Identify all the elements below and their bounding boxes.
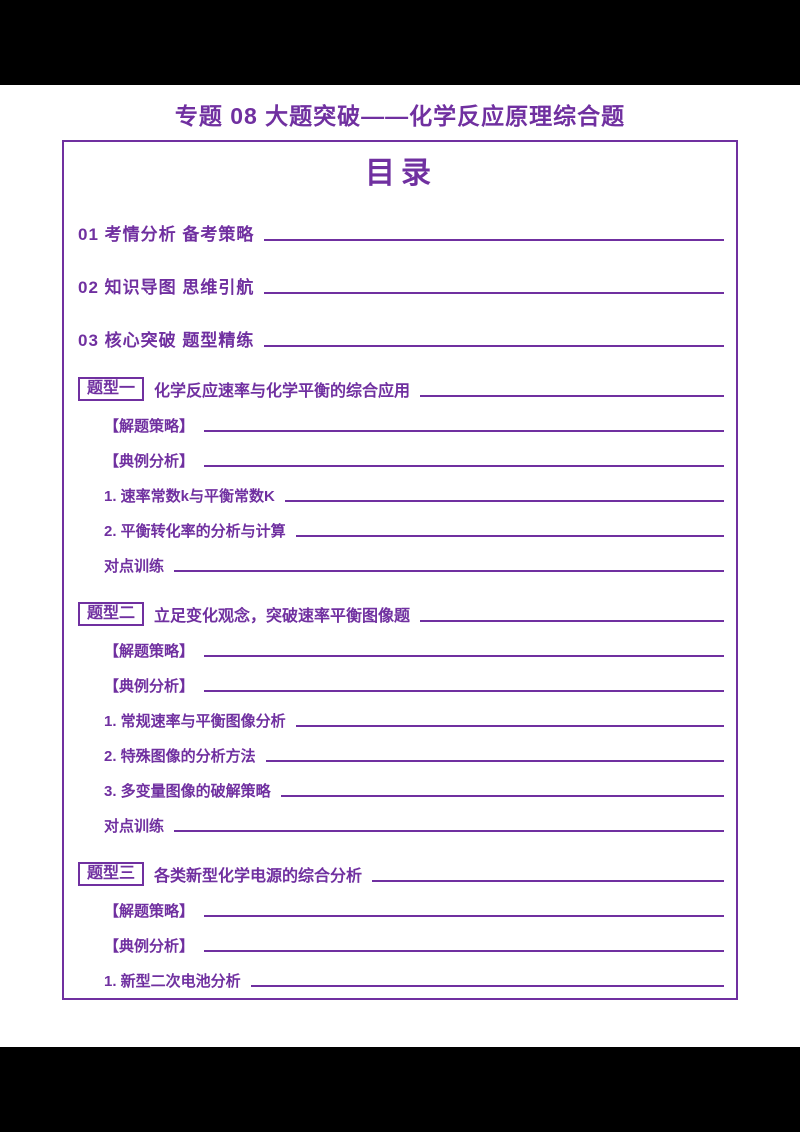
toc-entry-question-type-3[interactable]: 题型三 各类新型化学电源的综合分析 — [78, 862, 724, 886]
toc-entry-numbered[interactable]: 2. 平衡转化率的分析与计算 — [78, 520, 724, 541]
leader-line — [264, 239, 724, 241]
leader-line — [372, 880, 724, 882]
toc-entry-label: 2. 平衡转化率的分析与计算 — [104, 523, 286, 540]
toc-entry-label: 3. 多变量图像的破解策略 — [104, 783, 271, 800]
leader-line — [280, 795, 724, 797]
toc-entry-plain[interactable]: 对点训练 — [78, 555, 724, 576]
toc-entry-label: 1. 常规速率与平衡图像分析 — [104, 713, 286, 730]
toc-entry-label: 立足变化观念，突破速率平衡图像题 — [154, 608, 411, 625]
toc-entry-bracket[interactable]: 【典例分析】 — [78, 935, 724, 956]
leader-line — [295, 535, 724, 537]
page-title: 专题 08 大题突破——化学反应原理综合题 — [174, 103, 626, 129]
question-type-badge: 题型二 — [78, 602, 145, 626]
toc-entry-bracket[interactable]: 【解题策略】 — [78, 900, 724, 921]
toc-entry-label: 2. 特殊图像的分析方法 — [104, 748, 256, 765]
toc-container: 目录 01 考情分析 备考策略 02 知识导图 思维引航 03 核心突破 题型精… — [62, 140, 738, 1000]
toc-entry-label: 03 核心突破 题型精练 — [78, 331, 255, 350]
leader-line — [174, 570, 724, 572]
leader-line — [204, 465, 724, 467]
toc-entry-label: 对点训练 — [104, 558, 165, 575]
leader-line — [204, 690, 724, 692]
leader-line — [264, 292, 724, 294]
toc-entry-label: 化学反应速率与化学平衡的综合应用 — [154, 383, 411, 400]
question-type-badge: 题型三 — [78, 862, 145, 886]
leader-line — [204, 655, 724, 657]
leader-line — [204, 430, 724, 432]
leader-line — [295, 725, 724, 727]
document-page: 专题 08 大题突破——化学反应原理综合题 目录 01 考情分析 备考策略 02… — [0, 85, 800, 1047]
toc-entry-label: 对点训练 — [104, 818, 165, 835]
toc-entry-label: 1. 速率常数k与平衡常数K — [104, 488, 275, 505]
toc-entry-label: 【解题策略】 — [104, 643, 195, 660]
toc-entry-label: 【典例分析】 — [104, 678, 195, 695]
toc-entry-label: 【解题策略】 — [104, 903, 195, 920]
toc-entry-bracket[interactable]: 【典例分析】 — [78, 450, 724, 471]
toc-entry-bracket[interactable]: 【解题策略】 — [78, 415, 724, 436]
toc-entry-label: 【典例分析】 — [104, 453, 195, 470]
leader-line — [204, 950, 724, 952]
toc-entry-question-type-2[interactable]: 题型二 立足变化观念，突破速率平衡图像题 — [78, 602, 724, 626]
toc-entry-bracket[interactable]: 【典例分析】 — [78, 675, 724, 696]
toc-entry-label: 各类新型化学电源的综合分析 — [154, 868, 363, 885]
leader-line — [420, 395, 724, 397]
leader-line — [420, 620, 724, 622]
leader-line — [174, 830, 724, 832]
toc-entry-section[interactable]: 03 核心突破 题型精练 — [78, 326, 724, 351]
toc-entry-label: 【解题策略】 — [104, 418, 195, 435]
toc-entry-section[interactable]: 01 考情分析 备考策略 — [78, 220, 724, 245]
leader-line — [204, 915, 724, 917]
question-type-badge: 题型一 — [78, 377, 145, 401]
toc-entry-section[interactable]: 02 知识导图 思维引航 — [78, 273, 724, 298]
toc-heading: 目录 — [365, 157, 437, 190]
toc-entry-label: 02 知识导图 思维引航 — [78, 278, 255, 297]
toc-entry-numbered[interactable]: 1. 常规速率与平衡图像分析 — [78, 710, 724, 731]
toc-entry-numbered[interactable]: 2. 特殊图像的分析方法 — [78, 745, 724, 766]
toc-entry-question-type-1[interactable]: 题型一 化学反应速率与化学平衡的综合应用 — [78, 377, 724, 401]
toc-entry-numbered[interactable]: 3. 多变量图像的破解策略 — [78, 780, 724, 801]
toc-entry-numbered[interactable]: 1. 速率常数k与平衡常数K — [78, 485, 724, 506]
leader-line — [250, 985, 724, 987]
toc-entry-label: 01 考情分析 备考策略 — [78, 225, 255, 244]
toc-entry-plain[interactable]: 对点训练 — [78, 815, 724, 836]
toc-entry-numbered[interactable]: 1. 新型二次电池分析 — [78, 970, 724, 991]
leader-line — [265, 760, 724, 762]
toc-entry-label: 1. 新型二次电池分析 — [104, 973, 241, 990]
leader-line — [284, 500, 724, 502]
toc-entry-bracket[interactable]: 【解题策略】 — [78, 640, 724, 661]
leader-line — [264, 345, 724, 347]
toc-entry-label: 【典例分析】 — [104, 938, 195, 955]
